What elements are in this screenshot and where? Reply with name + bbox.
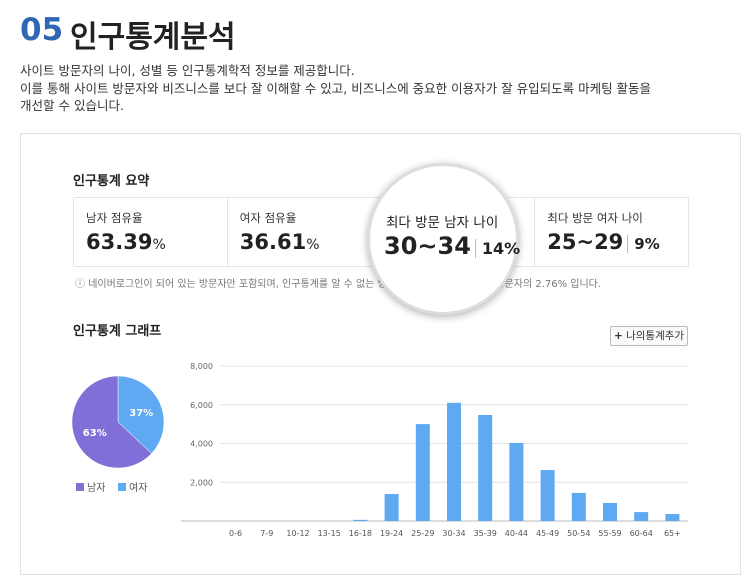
x-tick-label: 45-49 <box>536 529 559 538</box>
magnifier: 최다 방문 남자 나이 30~34 14% <box>367 163 521 315</box>
note-text: 네이버로그인이 되어 있는 방문자만 포함되며, 인구통계를 알 수 없는 방문… <box>88 279 602 290</box>
card-value: 36.61 <box>239 230 307 254</box>
add-stat-button[interactable]: + 나의통계추가 <box>610 326 688 346</box>
description: 개선할 수 있습니다. <box>20 98 124 113</box>
x-tick-label: 25-29 <box>411 529 434 538</box>
card: 여자 점유율 36.61% <box>228 198 382 266</box>
x-tick-label: 65+ <box>664 529 681 538</box>
bar <box>634 512 649 521</box>
description: 이를 통해 사이트 방문자와 비즈니스를 보다 잘 이해할 수 있고, 비즈니스… <box>20 81 652 96</box>
bar <box>540 470 555 521</box>
card: 남자 점유율 63.39% <box>74 198 228 266</box>
x-tick-label: 60-64 <box>630 529 653 538</box>
section-title: 인구통계분석 <box>70 20 236 55</box>
button-label[interactable]: 나의통계추가 <box>626 330 685 342</box>
legend-swatch <box>76 483 84 491</box>
x-tick-label: 10-12 <box>286 529 309 538</box>
section-heading: 인구통계 그래프 <box>73 324 162 339</box>
bar <box>603 502 617 521</box>
card-label: 최다 방문 여자 나이 <box>547 211 643 225</box>
note: ⓘ 네이버로그인이 되어 있는 방문자만 포함되며, 인구통계를 알 수 없는 … <box>75 279 602 290</box>
card-value: 30~34 <box>384 232 471 260</box>
legend-label: 남자 <box>87 482 105 494</box>
section-number: 05 <box>20 12 64 48</box>
panel <box>20 133 741 575</box>
bar <box>571 492 586 521</box>
x-tick-label: 0-6 <box>229 529 242 538</box>
bar <box>665 514 680 521</box>
card-label: 최다 방문 남자 나이 <box>386 215 499 231</box>
bar <box>447 402 461 521</box>
bar <box>353 519 368 521</box>
section-heading: 인구통계 요약 <box>73 174 150 189</box>
card-unit: % <box>306 237 320 253</box>
bar <box>384 494 399 521</box>
pie-label: 37% <box>129 408 153 419</box>
bar <box>509 442 524 521</box>
card: 최다 방문 여자 나이 25~29 9% <box>535 198 688 266</box>
card-label: 여자 점유율 <box>239 211 297 225</box>
bar <box>478 415 493 521</box>
card <box>382 198 536 266</box>
legend-label: 여자 <box>129 482 147 494</box>
card-value: 63.39 <box>86 230 153 254</box>
x-tick-label: 13-15 <box>318 529 341 538</box>
pie-slice <box>71 375 152 469</box>
x-tick-label: 35-39 <box>474 529 497 538</box>
x-tick-label: 50-54 <box>567 529 590 538</box>
card-share: 9% <box>627 235 660 253</box>
description: 사이트 방문자의 나이, 성별 등 인구통계학적 정보를 제공합니다. <box>20 63 355 78</box>
legend-swatch <box>118 483 126 491</box>
pie-slice <box>117 375 165 454</box>
card-share: 14% <box>474 239 521 258</box>
x-tick-label: 30-34 <box>442 529 465 538</box>
y-tick-label: 8,000 <box>190 362 213 371</box>
card-label: 남자 점유율 <box>86 211 143 225</box>
card-value: 25~29 <box>547 230 624 254</box>
y-tick-label: 2,000 <box>190 478 213 487</box>
x-tick-label: 7-9 <box>260 529 273 538</box>
x-tick-label: 16-18 <box>349 529 372 538</box>
bar <box>415 424 430 521</box>
pie-label: 63% <box>83 428 107 439</box>
y-tick-label: 4,000 <box>190 440 213 449</box>
x-tick-label: 55-59 <box>598 529 621 538</box>
y-tick-label: 6,000 <box>190 401 213 410</box>
card-unit: % <box>152 237 166 253</box>
x-tick-label: 40-44 <box>505 529 528 538</box>
x-tick-label: 19-24 <box>380 529 403 538</box>
